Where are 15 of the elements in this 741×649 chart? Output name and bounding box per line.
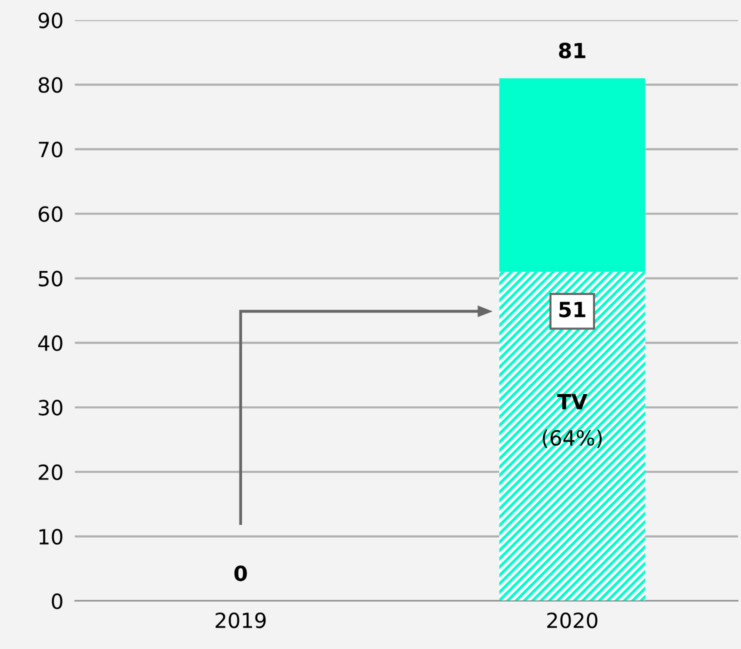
y-tick-label: 0 — [52, 593, 62, 610]
y-tick-label: 60 — [38, 206, 62, 222]
x-tick-label: 2020 — [547, 612, 598, 628]
y-tick-label: 30 — [38, 400, 62, 416]
y-tick-label: 70 — [38, 142, 62, 158]
y-tick-label: 50 — [38, 270, 62, 286]
data-label: 51 — [559, 302, 586, 318]
y-tick-label: 80 — [38, 77, 62, 93]
total-label: 0 — [234, 565, 247, 582]
y-tick-label: 90 — [38, 12, 62, 28]
total-label: 81 — [559, 42, 586, 58]
x-tick-label: 2019 — [216, 612, 266, 628]
y-tick-label: 10 — [40, 528, 62, 545]
y-tick-label: 20 — [38, 464, 62, 480]
y-tick-label: 40 — [38, 335, 62, 352]
